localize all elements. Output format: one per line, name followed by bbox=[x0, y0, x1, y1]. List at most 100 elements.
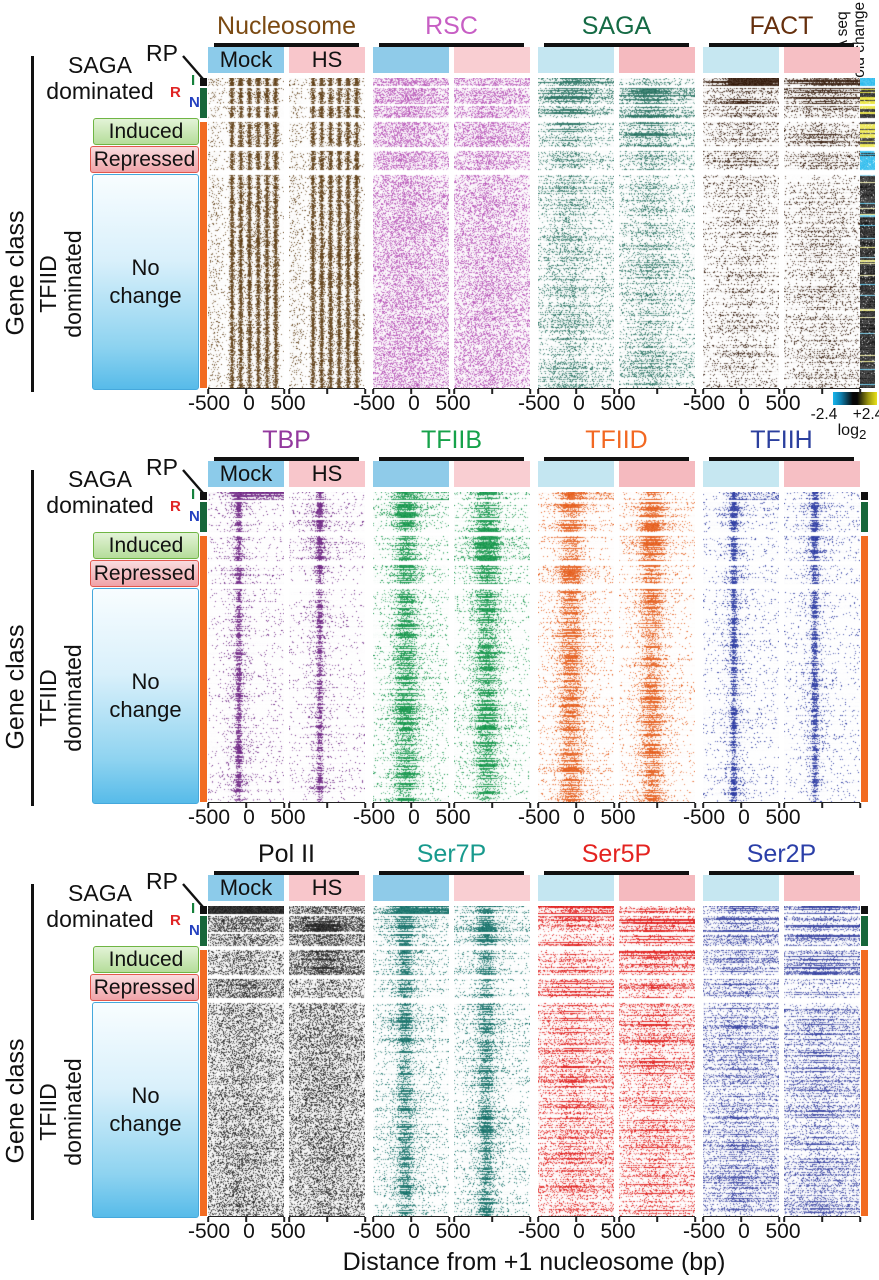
gene-class-strip-right bbox=[861, 492, 868, 802]
x-tick-label: -500 bbox=[352, 392, 396, 415]
saga-subclass-i-label: I bbox=[191, 486, 196, 503]
saga-subclass-r-label: R bbox=[170, 498, 181, 515]
factor-underline-tfiih bbox=[709, 457, 854, 461]
repressed-class-box: Repressed bbox=[90, 560, 199, 587]
heatmap-panel-ser2p-hs bbox=[784, 906, 860, 1216]
no-change-class-box: No change bbox=[92, 174, 199, 390]
mock-condition-bar: Mock bbox=[208, 875, 284, 901]
rp-label: RP bbox=[146, 454, 178, 480]
saga-dominated-label: SAGA dominated bbox=[25, 466, 175, 518]
colorbar-min-label: -2.4 bbox=[810, 406, 838, 423]
log2-colorbar-gradient bbox=[833, 392, 877, 405]
tfiid-label-line2: dominated bbox=[60, 644, 86, 752]
x-axis-tfiid-mock bbox=[537, 802, 615, 809]
saga-label-line2: dominated bbox=[46, 906, 154, 932]
x-axis-fact-mock bbox=[702, 388, 780, 395]
gene-class-bracket-line bbox=[31, 884, 34, 1220]
saga-subclass-n-label: N bbox=[189, 94, 200, 111]
factor-label-tfiih: TFIIH bbox=[750, 426, 813, 454]
no-change-class-box: No change bbox=[92, 588, 199, 804]
condition-label-mock: Mock bbox=[219, 875, 273, 900]
x-axis-nucleosome-mock bbox=[207, 388, 285, 395]
colorbar-unit-sub: 2 bbox=[858, 427, 867, 443]
x-tick-label: 500 bbox=[765, 806, 801, 829]
tfiid-dominated-label: TFIID dominated bbox=[35, 230, 86, 338]
heatmap-panel-tfiid-hs bbox=[619, 492, 695, 802]
x-axis-pol-ii-mock bbox=[207, 1216, 285, 1223]
tfiid-label-line2: dominated bbox=[60, 230, 86, 338]
x-tick-label: 500 bbox=[765, 392, 801, 415]
factor-underline-fact bbox=[709, 43, 854, 47]
x-axis-ser5p-mock bbox=[537, 1216, 615, 1223]
x-axis-ser2p-mock bbox=[702, 1216, 780, 1223]
colorbar-unit-label: log2 bbox=[838, 422, 867, 442]
rp-label: RP bbox=[146, 40, 178, 66]
x-tick-label: -500 bbox=[187, 806, 231, 829]
x-tick-label: 0 bbox=[738, 1220, 750, 1243]
mock-condition-bar bbox=[373, 47, 449, 73]
heatmap-panel-tbp-mock bbox=[208, 492, 284, 802]
x-tick-label: 500 bbox=[765, 1220, 801, 1243]
colorbar-unit-text: log bbox=[837, 422, 859, 439]
x-tick-label: 500 bbox=[435, 806, 471, 829]
x-tick-label: 0 bbox=[243, 392, 255, 415]
x-tick-label: -500 bbox=[682, 806, 726, 829]
saga-subclass-r-label: R bbox=[170, 912, 181, 929]
hs-condition-bar: HS bbox=[289, 875, 365, 901]
x-axis-ser7p-mock bbox=[372, 1216, 450, 1223]
induced-class-box: Induced bbox=[93, 532, 199, 559]
x-tick-label: -500 bbox=[187, 392, 231, 415]
x-axis-saga-hs bbox=[618, 388, 696, 395]
x-tick-label: 0 bbox=[408, 1220, 420, 1243]
repressed-class-box: Repressed bbox=[90, 974, 199, 1001]
saga-subclass-n-label: N bbox=[189, 922, 200, 939]
x-tick-label: 500 bbox=[600, 1220, 636, 1243]
heatmap-panel-fact-hs bbox=[784, 78, 860, 388]
factor-underline-tfiid bbox=[544, 457, 689, 461]
heatmap-panel-tfiih-hs bbox=[784, 492, 860, 802]
factor-underline-saga bbox=[544, 43, 689, 47]
hs-condition-bar bbox=[784, 875, 860, 901]
factor-underline-nucleosome bbox=[214, 43, 359, 47]
heatmap-panel-tfiib-hs bbox=[454, 492, 530, 802]
gene-class-label: Gene class bbox=[1, 624, 30, 750]
mock-condition-bar: Mock bbox=[208, 47, 284, 73]
x-tick-label: -500 bbox=[352, 806, 396, 829]
gene-class-label: Gene class bbox=[1, 1038, 30, 1164]
x-tick-label: 0 bbox=[408, 806, 420, 829]
x-tick-label: -500 bbox=[517, 392, 561, 415]
gene-class-strip-left bbox=[200, 906, 207, 1216]
heatmap-panel-rsc-hs bbox=[454, 78, 530, 388]
heatmap-panel-pol-ii-hs bbox=[289, 906, 365, 1216]
induced-class-box: Induced bbox=[93, 946, 199, 973]
saga-subclass-i-label: I bbox=[191, 72, 196, 89]
tfiid-label-line1: TFIID bbox=[35, 1083, 61, 1141]
tfiid-label-line1: TFIID bbox=[35, 669, 61, 727]
hs-condition-bar bbox=[784, 461, 860, 487]
no-change-line1: No bbox=[131, 1083, 160, 1108]
x-axis-rsc-hs bbox=[453, 388, 531, 395]
factor-underline-ser5p bbox=[544, 871, 689, 875]
heatmap-panel-ser2p-mock bbox=[703, 906, 779, 1216]
mock-condition-bar bbox=[373, 461, 449, 487]
x-tick-label: 0 bbox=[573, 806, 585, 829]
saga-subclass-i-label: I bbox=[191, 900, 196, 917]
x-axis-fact-hs bbox=[783, 388, 861, 395]
x-tick-label: 0 bbox=[738, 392, 750, 415]
x-axis-ser5p-hs bbox=[618, 1216, 696, 1223]
gene-class-strip-left bbox=[200, 492, 207, 802]
saga-label-line1: SAGA bbox=[68, 880, 132, 906]
mock-condition-bar bbox=[538, 461, 614, 487]
factor-label-pol-ii: Pol II bbox=[258, 840, 315, 868]
factor-underline-pol-ii bbox=[214, 871, 359, 875]
hs-condition-bar bbox=[784, 47, 860, 73]
induced-class-box: Induced bbox=[93, 118, 199, 145]
heatmap-panel-rsc-mock bbox=[373, 78, 449, 388]
colorbar-max-label: +2.4 bbox=[852, 406, 879, 423]
gene-class-strip-right bbox=[861, 906, 868, 1216]
x-tick-label: -500 bbox=[187, 1220, 231, 1243]
hs-condition-bar bbox=[619, 461, 695, 487]
no-change-class-box: No change bbox=[92, 1002, 199, 1218]
tfiid-dominated-label: TFIID dominated bbox=[35, 644, 86, 752]
condition-label-mock: Mock bbox=[219, 47, 273, 72]
